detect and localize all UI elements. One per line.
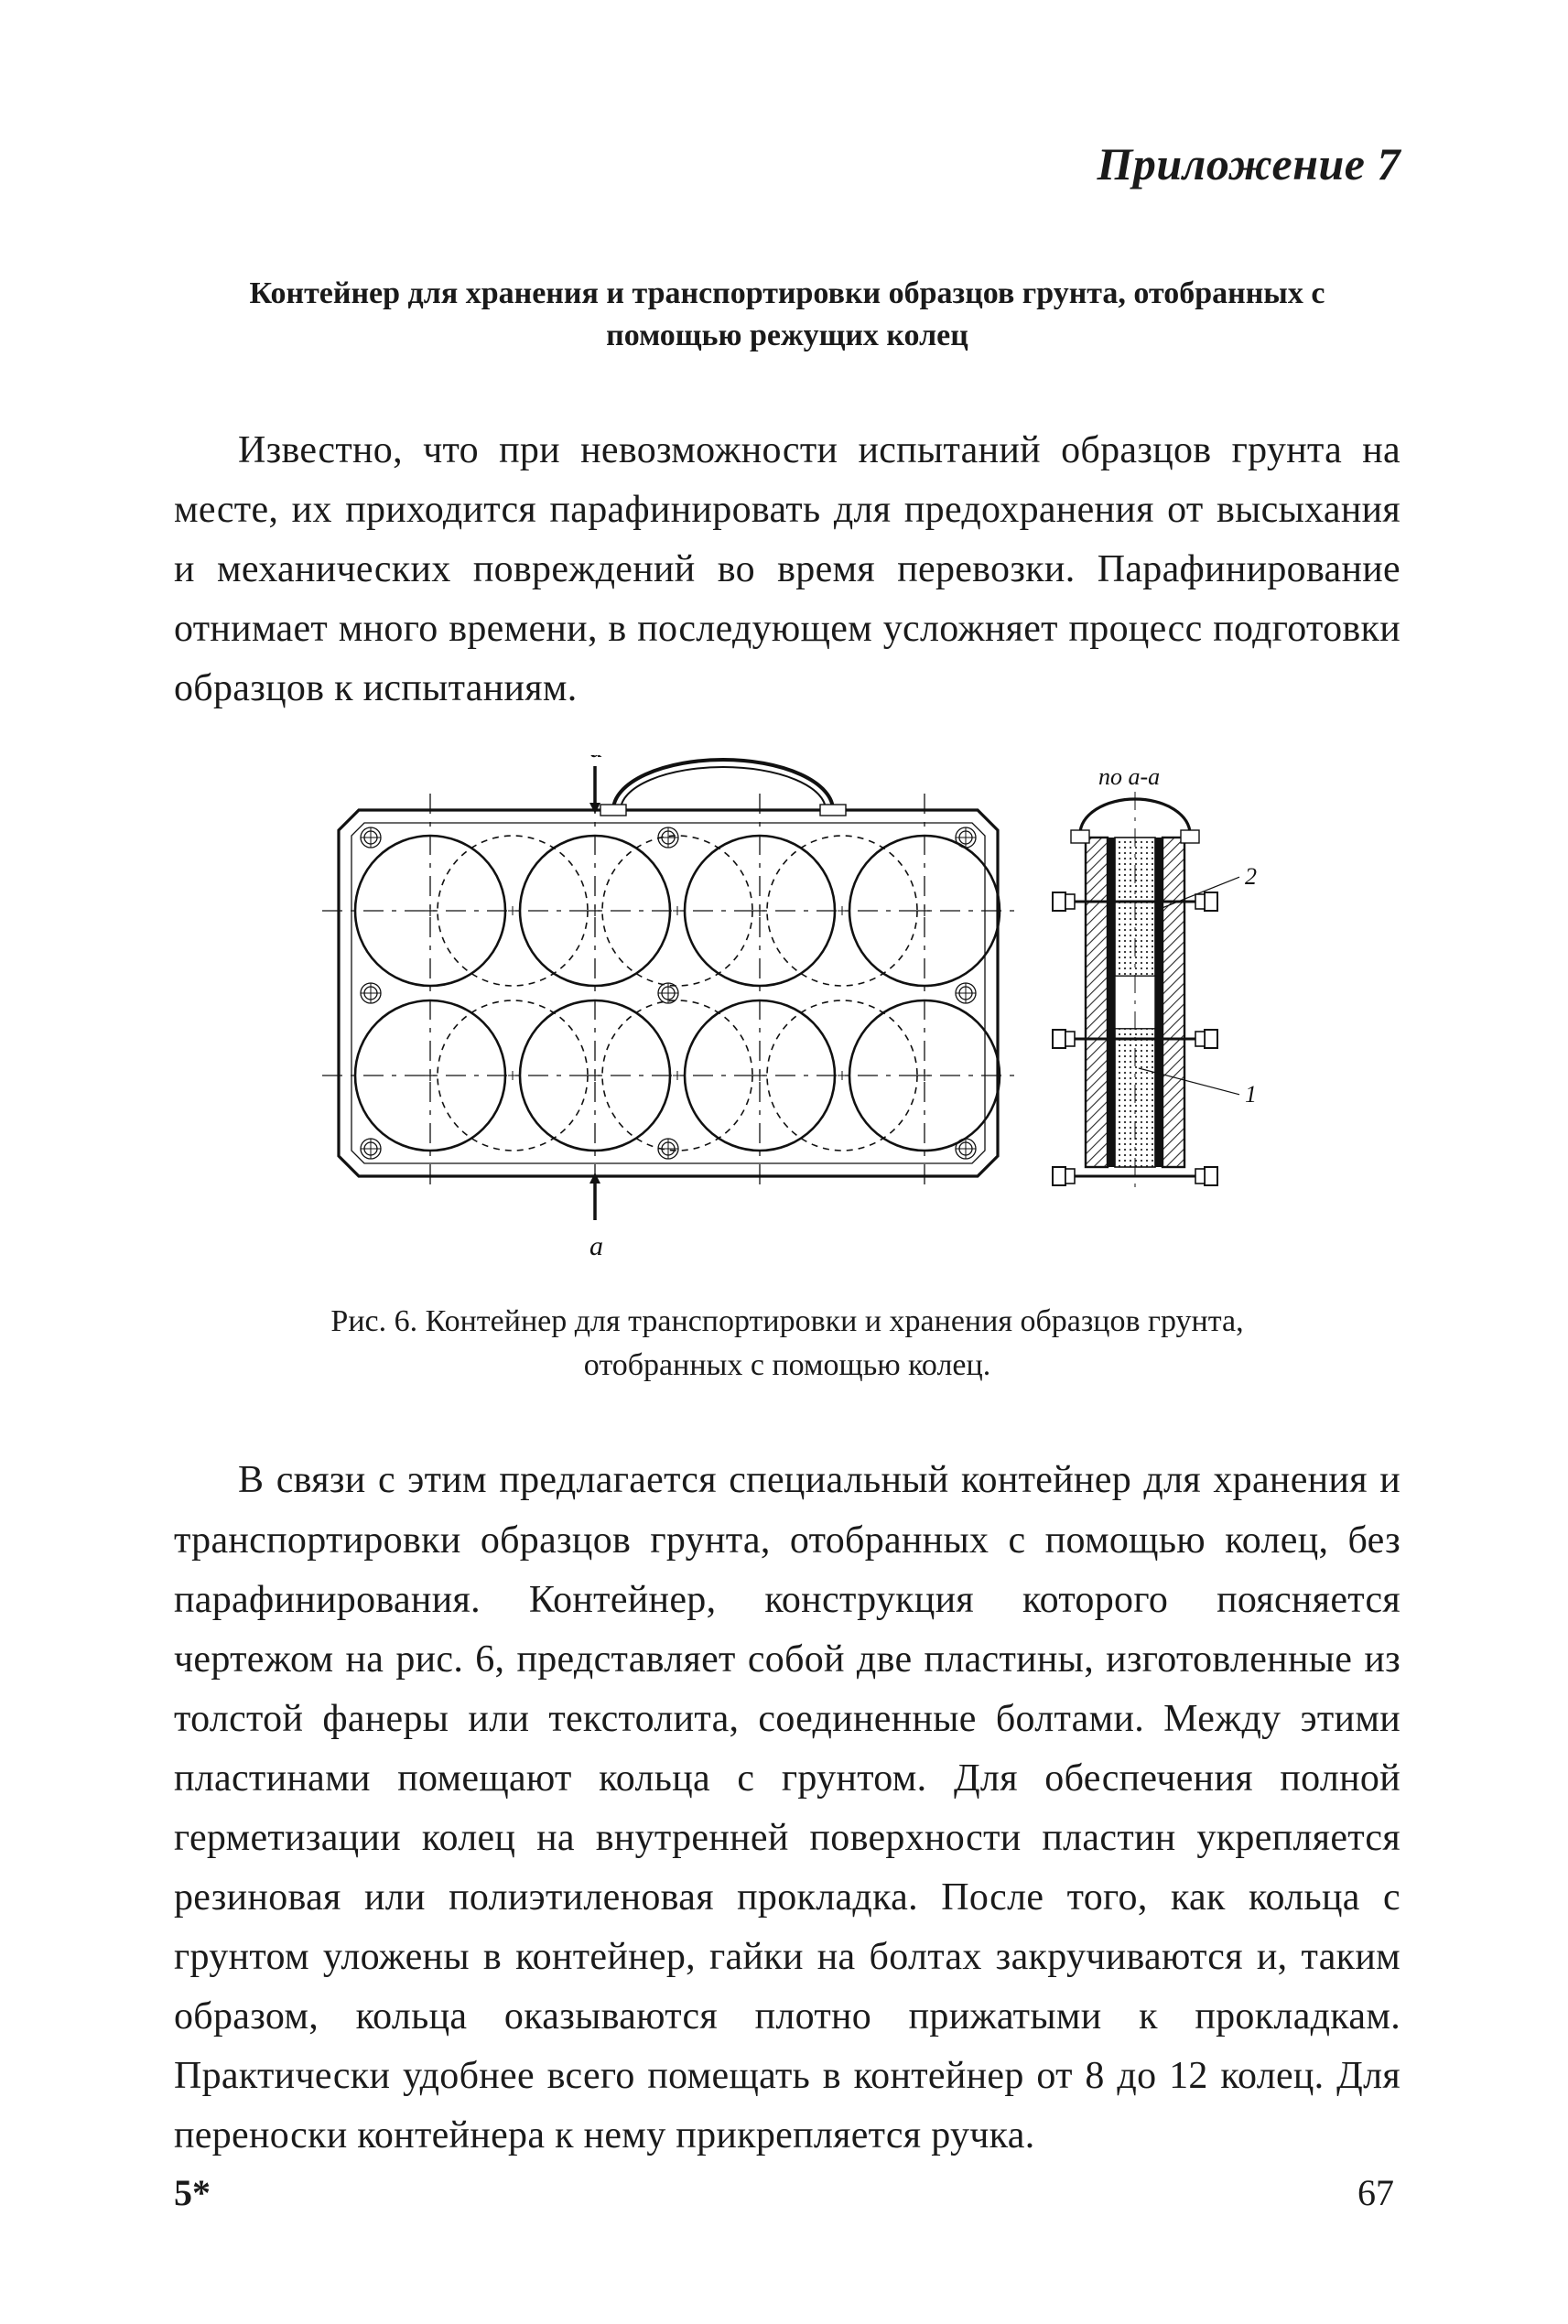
paragraph-2: В связи с этим предлагается специальный …	[174, 1451, 1400, 2166]
paragraph-1: Известно, что при невозможности испытани…	[174, 421, 1400, 719]
svg-text:2: 2	[1245, 863, 1257, 890]
svg-text:а: а	[589, 1231, 603, 1261]
subtitle: Контейнер для хранения и транспортировки…	[247, 273, 1327, 357]
svg-text:по а-а: по а-а	[1098, 763, 1160, 790]
page-number: 67	[1357, 2171, 1394, 2214]
svg-text:1: 1	[1245, 1081, 1257, 1108]
svg-text:а: а	[589, 755, 603, 763]
figure-caption: Рис. 6. Контейнер для транспортировки и …	[307, 1300, 1268, 1387]
page: Приложение 7 Контейнер для хранения и тр…	[0, 0, 1568, 2324]
figure: а а по а-а 2 1	[174, 755, 1400, 1272]
content-area: Приложение 7 Контейнер для хранения и тр…	[174, 137, 1400, 2203]
footer-left: 5*	[174, 2171, 211, 2214]
figure-svg: а а по а-а 2 1	[284, 755, 1291, 1268]
appendix-title: Приложение 7	[174, 137, 1400, 190]
